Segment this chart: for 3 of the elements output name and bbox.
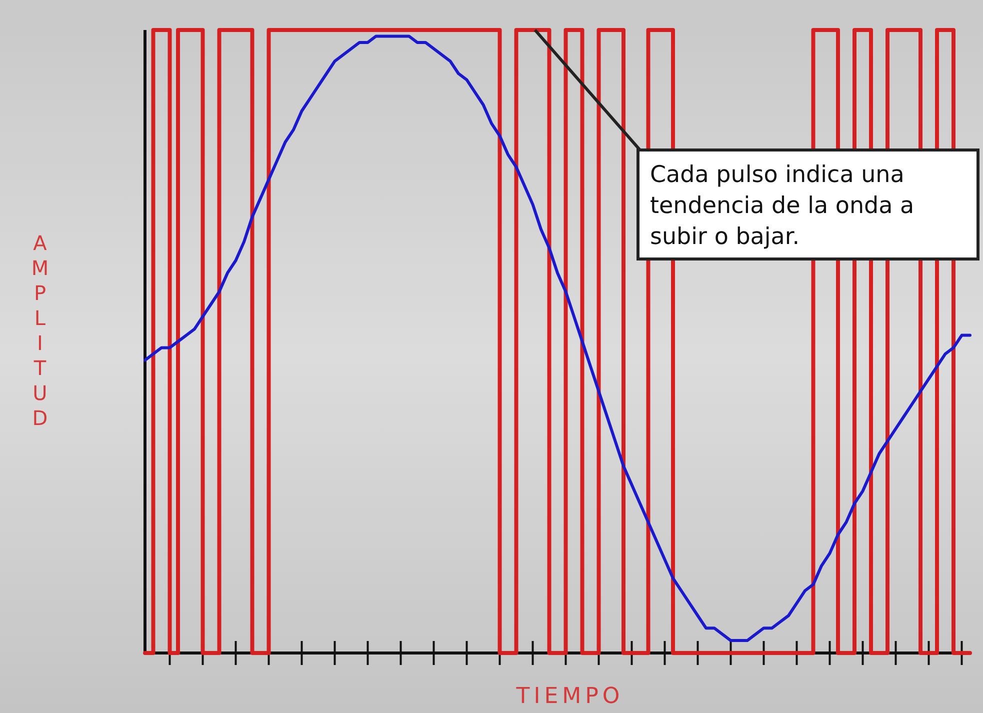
y-axis-title: AMPLITUD [31,231,49,430]
x-axis-title: TIEMPO [515,684,624,709]
annotation: Cada pulso indica una tendencia de la onda a subir o bajar. [650,162,914,250]
